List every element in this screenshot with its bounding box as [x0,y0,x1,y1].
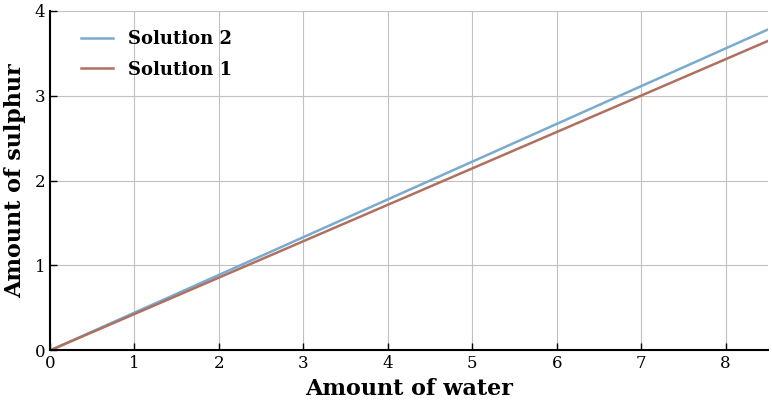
Solution 2 [434,175,443,179]
Solution 2 [746,35,755,40]
Solution 1 [746,46,755,51]
Solution 2 [391,194,400,198]
Solution 1 [46,348,55,353]
X-axis label: Amount of water: Amount of water [305,378,513,400]
Y-axis label: Amount of sulphur: Amount of sulphur [4,63,26,298]
Solution 1 [634,95,643,99]
Solution 1 [764,38,772,43]
Solution 2 [634,85,643,90]
Solution 1 [386,201,395,206]
Solution 2 [764,27,772,32]
Line: Solution 2: Solution 2 [50,29,768,350]
Legend: Solution 2, Solution 1: Solution 2, Solution 1 [73,23,239,86]
Solution 1 [434,181,443,185]
Solution 2 [386,196,395,200]
Solution 2 [472,157,482,162]
Solution 1 [391,199,400,204]
Solution 2 [46,348,55,353]
Solution 1 [472,164,482,169]
Line: Solution 1: Solution 1 [50,41,768,350]
